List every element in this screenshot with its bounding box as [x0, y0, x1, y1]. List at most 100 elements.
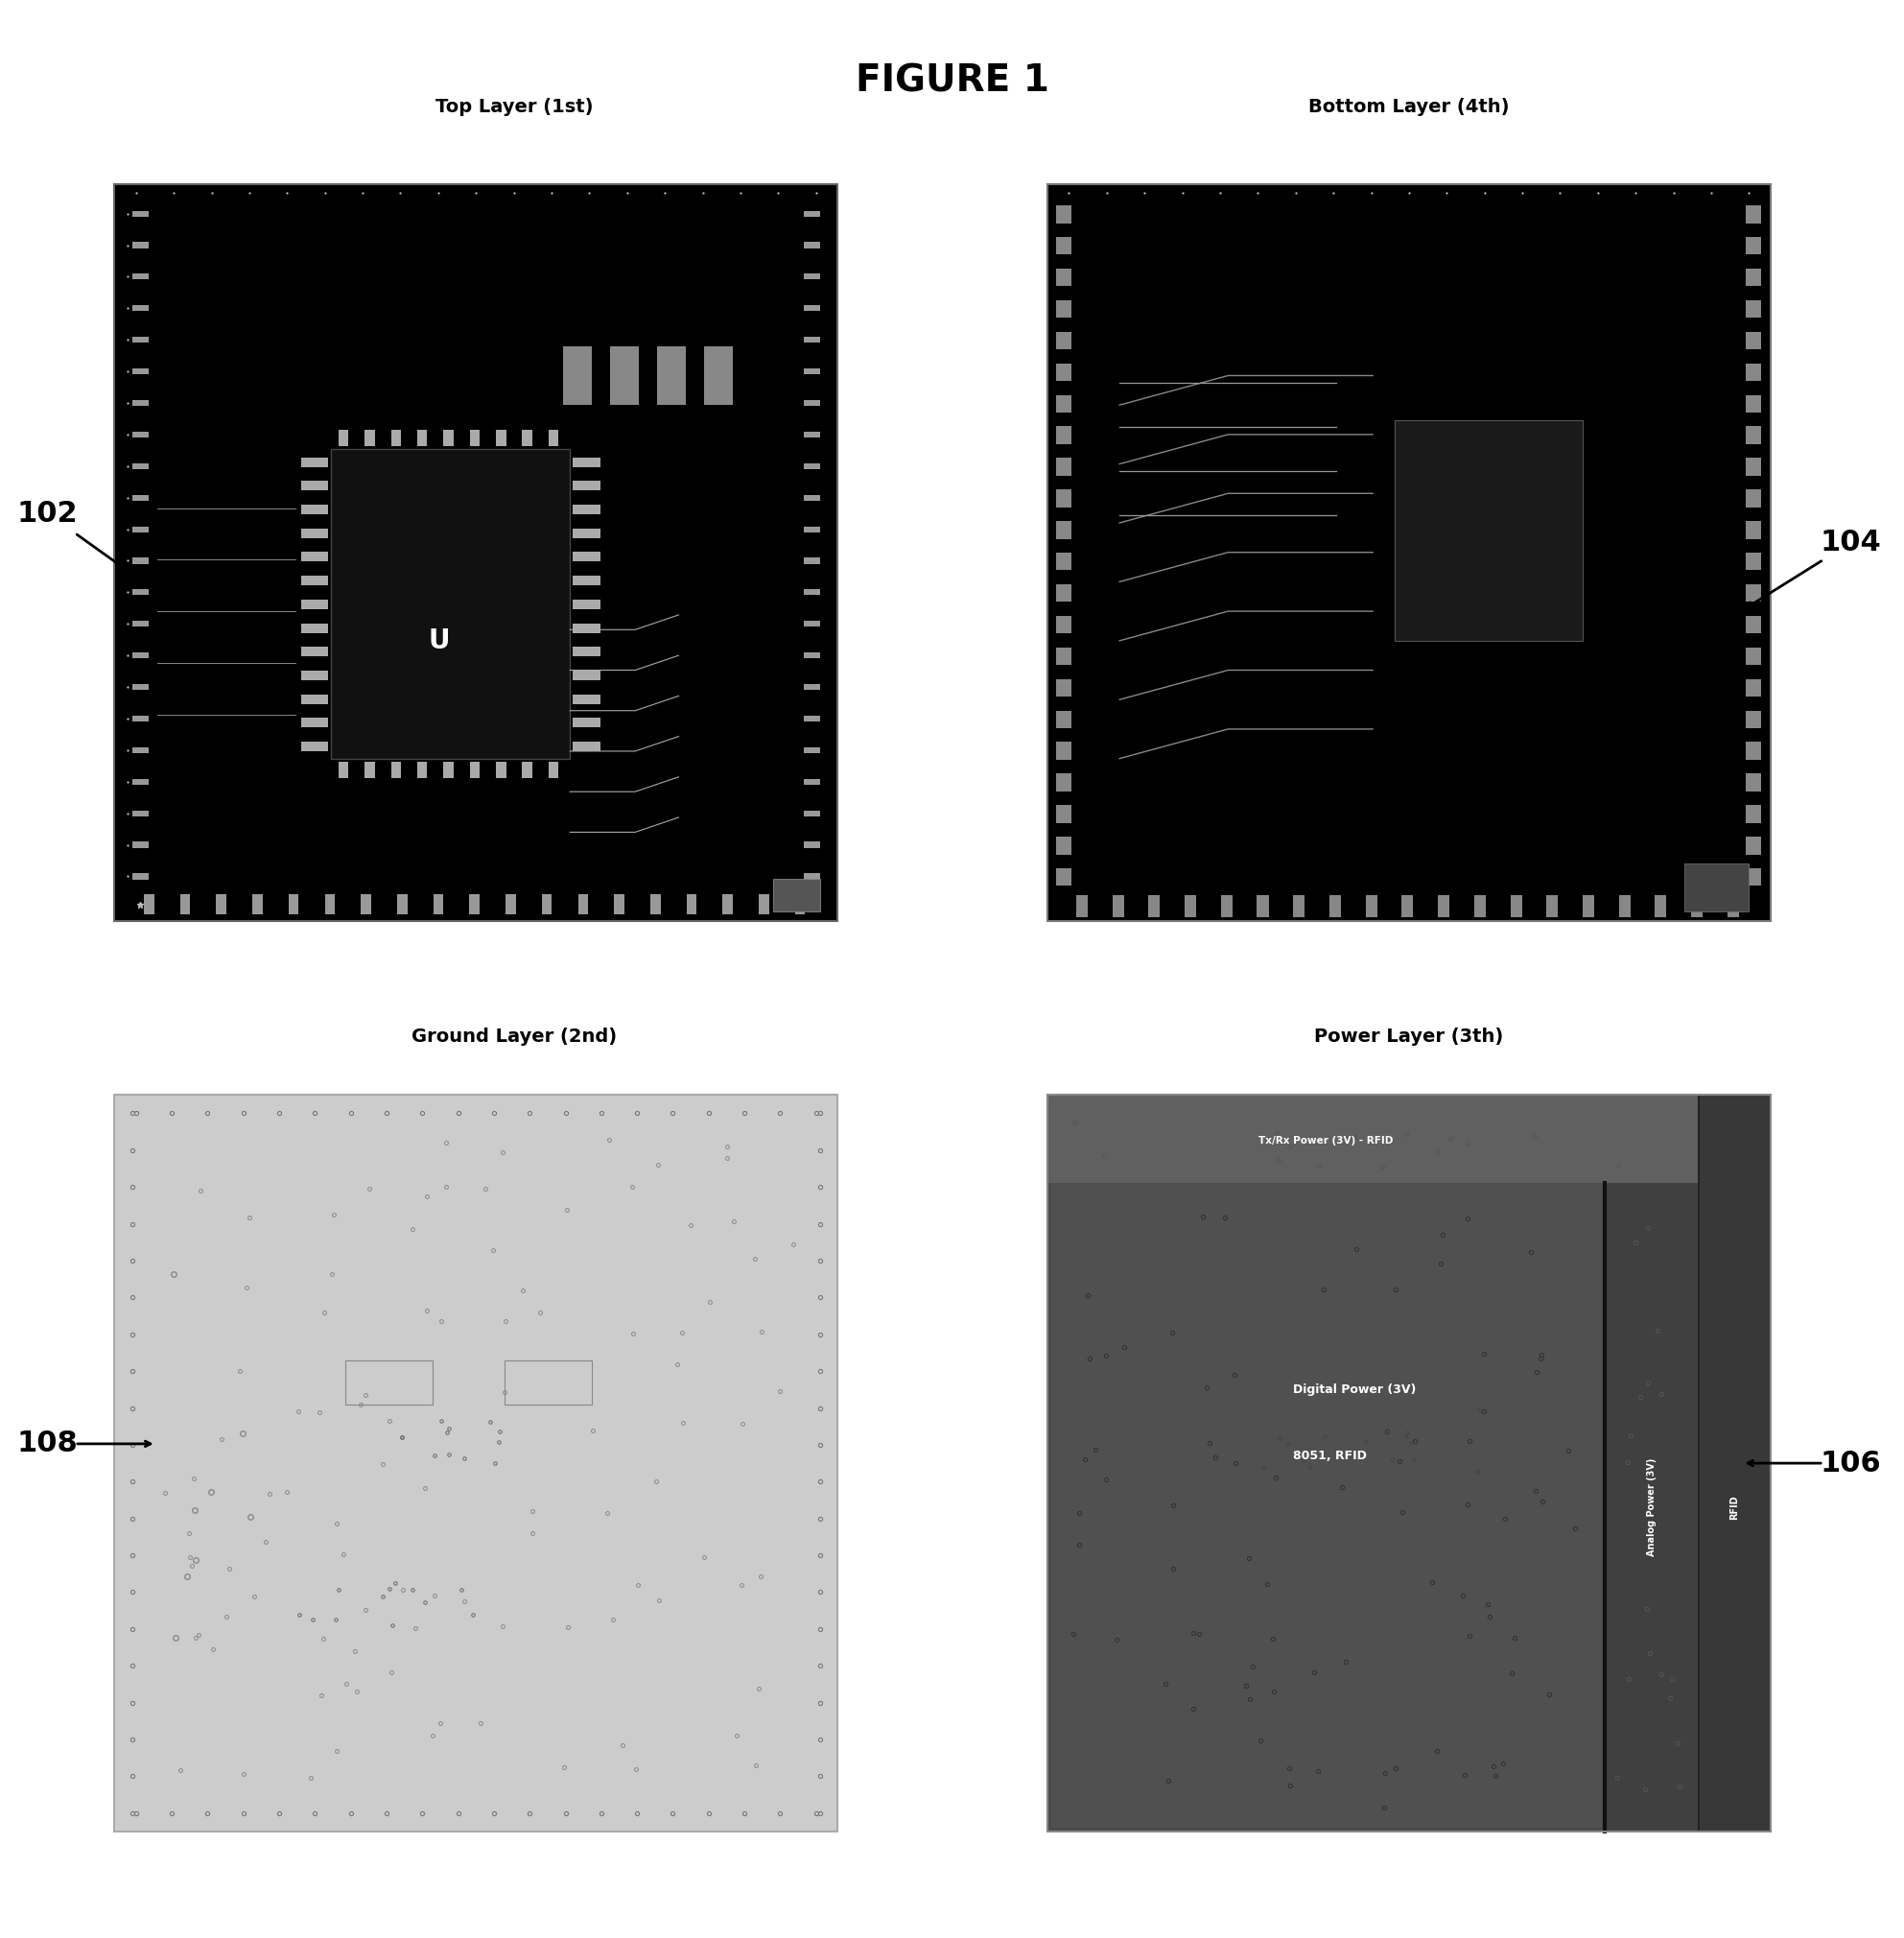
Bar [1691, 895, 1702, 917]
Bar [1057, 426, 1072, 444]
Bar [796, 893, 805, 915]
Bar [1438, 895, 1449, 917]
Bar [133, 399, 149, 405]
Text: Power Layer (3th): Power Layer (3th) [1314, 1027, 1504, 1047]
Bar [803, 494, 821, 500]
Bar [1746, 742, 1761, 760]
Bar [1746, 773, 1761, 791]
Text: U: U [428, 628, 449, 655]
Bar [1047, 1095, 1771, 1831]
Bar [1057, 395, 1072, 413]
Bar [803, 810, 821, 816]
Bar [573, 457, 600, 467]
Bar [1746, 711, 1761, 729]
Bar [301, 529, 327, 539]
Bar [724, 893, 733, 915]
Bar [398, 893, 407, 915]
Bar [347, 1360, 432, 1405]
Bar [1746, 205, 1761, 223]
Bar [1746, 868, 1761, 886]
Bar [1683, 864, 1750, 911]
Bar [803, 306, 821, 312]
Bar [803, 527, 821, 533]
Bar [1057, 837, 1072, 855]
Bar [803, 337, 821, 343]
Bar [133, 715, 149, 721]
Bar [114, 1095, 838, 1831]
Bar [253, 893, 263, 915]
Bar [1746, 678, 1761, 696]
Bar [1746, 426, 1761, 444]
Bar [133, 273, 149, 279]
Bar [417, 430, 426, 446]
Bar [1746, 616, 1761, 634]
Bar [573, 742, 600, 752]
Bar [1329, 895, 1340, 917]
Bar [1746, 552, 1761, 570]
Bar [1057, 773, 1072, 791]
Bar [133, 810, 149, 816]
Text: 102: 102 [17, 500, 78, 527]
Bar [133, 463, 149, 469]
Bar [301, 552, 327, 562]
Bar [1047, 184, 1771, 921]
Bar [1746, 490, 1761, 508]
Text: 108: 108 [17, 1430, 78, 1457]
Bar [803, 399, 821, 405]
Text: Bottom Layer (4th): Bottom Layer (4th) [1308, 97, 1510, 116]
Bar [1057, 331, 1072, 349]
Bar [133, 527, 149, 533]
Bar [470, 430, 480, 446]
Bar [803, 684, 821, 690]
Bar [1057, 236, 1072, 254]
Bar [301, 576, 327, 585]
Bar [301, 671, 327, 680]
Bar [339, 762, 348, 777]
Bar [803, 211, 821, 217]
Bar [543, 893, 552, 915]
Text: 104: 104 [1820, 529, 1881, 556]
Bar [133, 432, 149, 438]
Bar [1057, 711, 1072, 729]
Bar [573, 671, 600, 680]
Bar [803, 874, 821, 880]
Bar [522, 762, 533, 777]
Bar [217, 893, 227, 915]
Bar [573, 694, 600, 703]
Bar [1184, 895, 1196, 917]
Bar [657, 347, 685, 405]
Bar [133, 779, 149, 785]
Bar [133, 368, 149, 374]
Bar [1047, 1095, 1771, 1831]
Bar [366, 430, 375, 446]
Bar [573, 576, 600, 585]
Text: FIGURE 1: FIGURE 1 [855, 64, 1049, 99]
Bar [579, 893, 588, 915]
Bar [803, 463, 821, 469]
Bar [573, 647, 600, 657]
Bar [1401, 895, 1413, 917]
Bar [390, 762, 402, 777]
Bar [133, 337, 149, 343]
Bar [803, 273, 821, 279]
Bar [301, 481, 327, 490]
Bar [573, 481, 600, 490]
Bar [133, 684, 149, 690]
Text: Top Layer (1st): Top Layer (1st) [436, 97, 592, 116]
Bar [1618, 895, 1630, 917]
Bar [1746, 395, 1761, 413]
Bar [1057, 647, 1072, 665]
Bar [1057, 269, 1072, 287]
Bar [1546, 895, 1557, 917]
Bar [803, 620, 821, 626]
Bar [133, 306, 149, 312]
Bar [1746, 331, 1761, 349]
Bar [573, 552, 600, 562]
Bar [803, 715, 821, 721]
Bar [133, 653, 149, 659]
Bar [133, 620, 149, 626]
Bar [470, 762, 480, 777]
Bar [1057, 804, 1072, 824]
Bar [289, 893, 299, 915]
Bar [133, 841, 149, 847]
